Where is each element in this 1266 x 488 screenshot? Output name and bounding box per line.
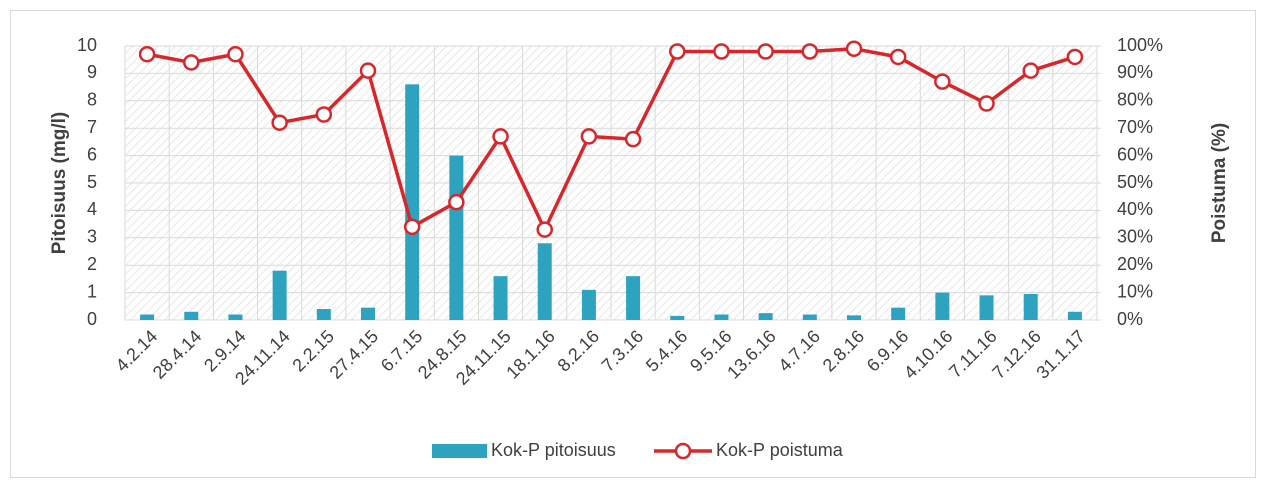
legend-label: Kok-P poistuma <box>716 440 844 460</box>
y-tick-label: 3 <box>87 227 97 247</box>
bar <box>626 276 641 320</box>
bar <box>758 313 773 320</box>
y2-tick-label: 100% <box>1117 35 1163 55</box>
y2-axis-title: Poistuma (%) <box>1209 123 1230 243</box>
y-tick-label: 2 <box>87 254 97 274</box>
line-marker <box>1066 48 1084 66</box>
line-marker <box>978 95 995 112</box>
line-marker <box>1022 62 1039 79</box>
line-marker <box>757 43 774 60</box>
y-tick-label: 1 <box>87 281 97 301</box>
line-marker <box>536 221 553 238</box>
y-tick-label: 0 <box>87 309 97 329</box>
y-tick-label: 5 <box>87 172 97 192</box>
bar <box>316 309 331 320</box>
bar <box>802 314 817 320</box>
line-marker <box>359 62 377 79</box>
line <box>146 46 1076 234</box>
bar <box>1067 311 1082 320</box>
y-tick-label: 6 <box>87 144 97 164</box>
legend-marker <box>674 442 692 460</box>
line-marker <box>183 54 200 71</box>
y-tick-label: 7 <box>87 117 97 137</box>
y-axis-title: Pitoisuus (mg/l) <box>49 112 70 255</box>
line-marker <box>227 45 244 63</box>
bar <box>537 243 552 320</box>
legend-swatch <box>432 444 487 458</box>
line-marker <box>801 43 819 60</box>
y-tick-label: 4 <box>87 199 97 219</box>
y2-tick-label: 90% <box>1117 62 1153 82</box>
y2-tick-label: 70% <box>1117 117 1153 137</box>
bar <box>493 276 508 320</box>
y2-tick-label: 0% <box>1117 309 1143 329</box>
line-marker <box>315 106 333 123</box>
bar <box>361 307 375 320</box>
line-marker <box>845 40 863 57</box>
legend-label: Kok-P pitoisuus <box>491 440 616 460</box>
bar <box>581 289 596 320</box>
bar <box>272 270 287 320</box>
bar <box>405 84 420 320</box>
bar <box>935 292 950 320</box>
line-marker <box>403 218 421 236</box>
line-marker <box>889 48 907 66</box>
line-marker <box>934 73 951 90</box>
y2-tick-label: 50% <box>1117 172 1153 192</box>
bar <box>979 295 994 320</box>
bar <box>891 307 906 320</box>
bar <box>449 155 464 320</box>
bar <box>228 314 243 320</box>
line-marker <box>271 114 288 131</box>
line-marker <box>713 43 730 60</box>
bar <box>714 314 729 320</box>
line-marker <box>448 193 465 211</box>
line-marker <box>669 43 686 60</box>
bar <box>140 314 155 320</box>
y2-tick-label: 20% <box>1117 254 1153 274</box>
line-marker <box>580 128 598 145</box>
bar <box>1023 293 1038 320</box>
line-marker <box>492 128 509 145</box>
y-tick-label: 9 <box>87 62 97 82</box>
y2-tick-label: 60% <box>1117 144 1153 164</box>
y2-tick-label: 40% <box>1117 199 1153 219</box>
bar <box>184 311 199 320</box>
y-tick-label: 8 <box>87 90 97 110</box>
line-marker <box>624 130 642 148</box>
y2-tick-label: 80% <box>1117 90 1153 110</box>
y2-tick-label: 10% <box>1117 281 1153 301</box>
bar <box>670 315 685 320</box>
y2-tick-label: 30% <box>1117 227 1153 247</box>
bar <box>847 315 861 320</box>
line-marker <box>138 45 156 63</box>
y-tick-label: 10 <box>77 35 97 55</box>
